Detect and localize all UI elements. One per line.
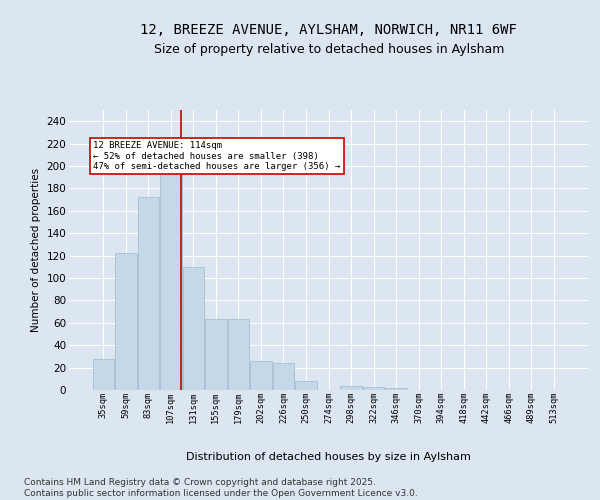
- Bar: [250, 361, 272, 390]
- Bar: [205, 320, 227, 390]
- Bar: [340, 386, 362, 390]
- Bar: [363, 386, 384, 390]
- Bar: [273, 363, 294, 390]
- Bar: [92, 358, 114, 390]
- Text: 12 BREEZE AVENUE: 114sqm
← 52% of detached houses are smaller (398)
47% of semi-: 12 BREEZE AVENUE: 114sqm ← 52% of detach…: [93, 142, 340, 171]
- Text: Distribution of detached houses by size in Aylsham: Distribution of detached houses by size …: [187, 452, 471, 462]
- Bar: [182, 267, 204, 390]
- Bar: [137, 198, 159, 390]
- Bar: [115, 254, 137, 390]
- Bar: [228, 320, 249, 390]
- Text: Size of property relative to detached houses in Aylsham: Size of property relative to detached ho…: [154, 42, 504, 56]
- Bar: [385, 388, 407, 390]
- Bar: [160, 166, 182, 390]
- Y-axis label: Number of detached properties: Number of detached properties: [31, 168, 41, 332]
- Text: 12, BREEZE AVENUE, AYLSHAM, NORWICH, NR11 6WF: 12, BREEZE AVENUE, AYLSHAM, NORWICH, NR1…: [140, 22, 517, 36]
- Text: Contains HM Land Registry data © Crown copyright and database right 2025.
Contai: Contains HM Land Registry data © Crown c…: [24, 478, 418, 498]
- Bar: [295, 381, 317, 390]
